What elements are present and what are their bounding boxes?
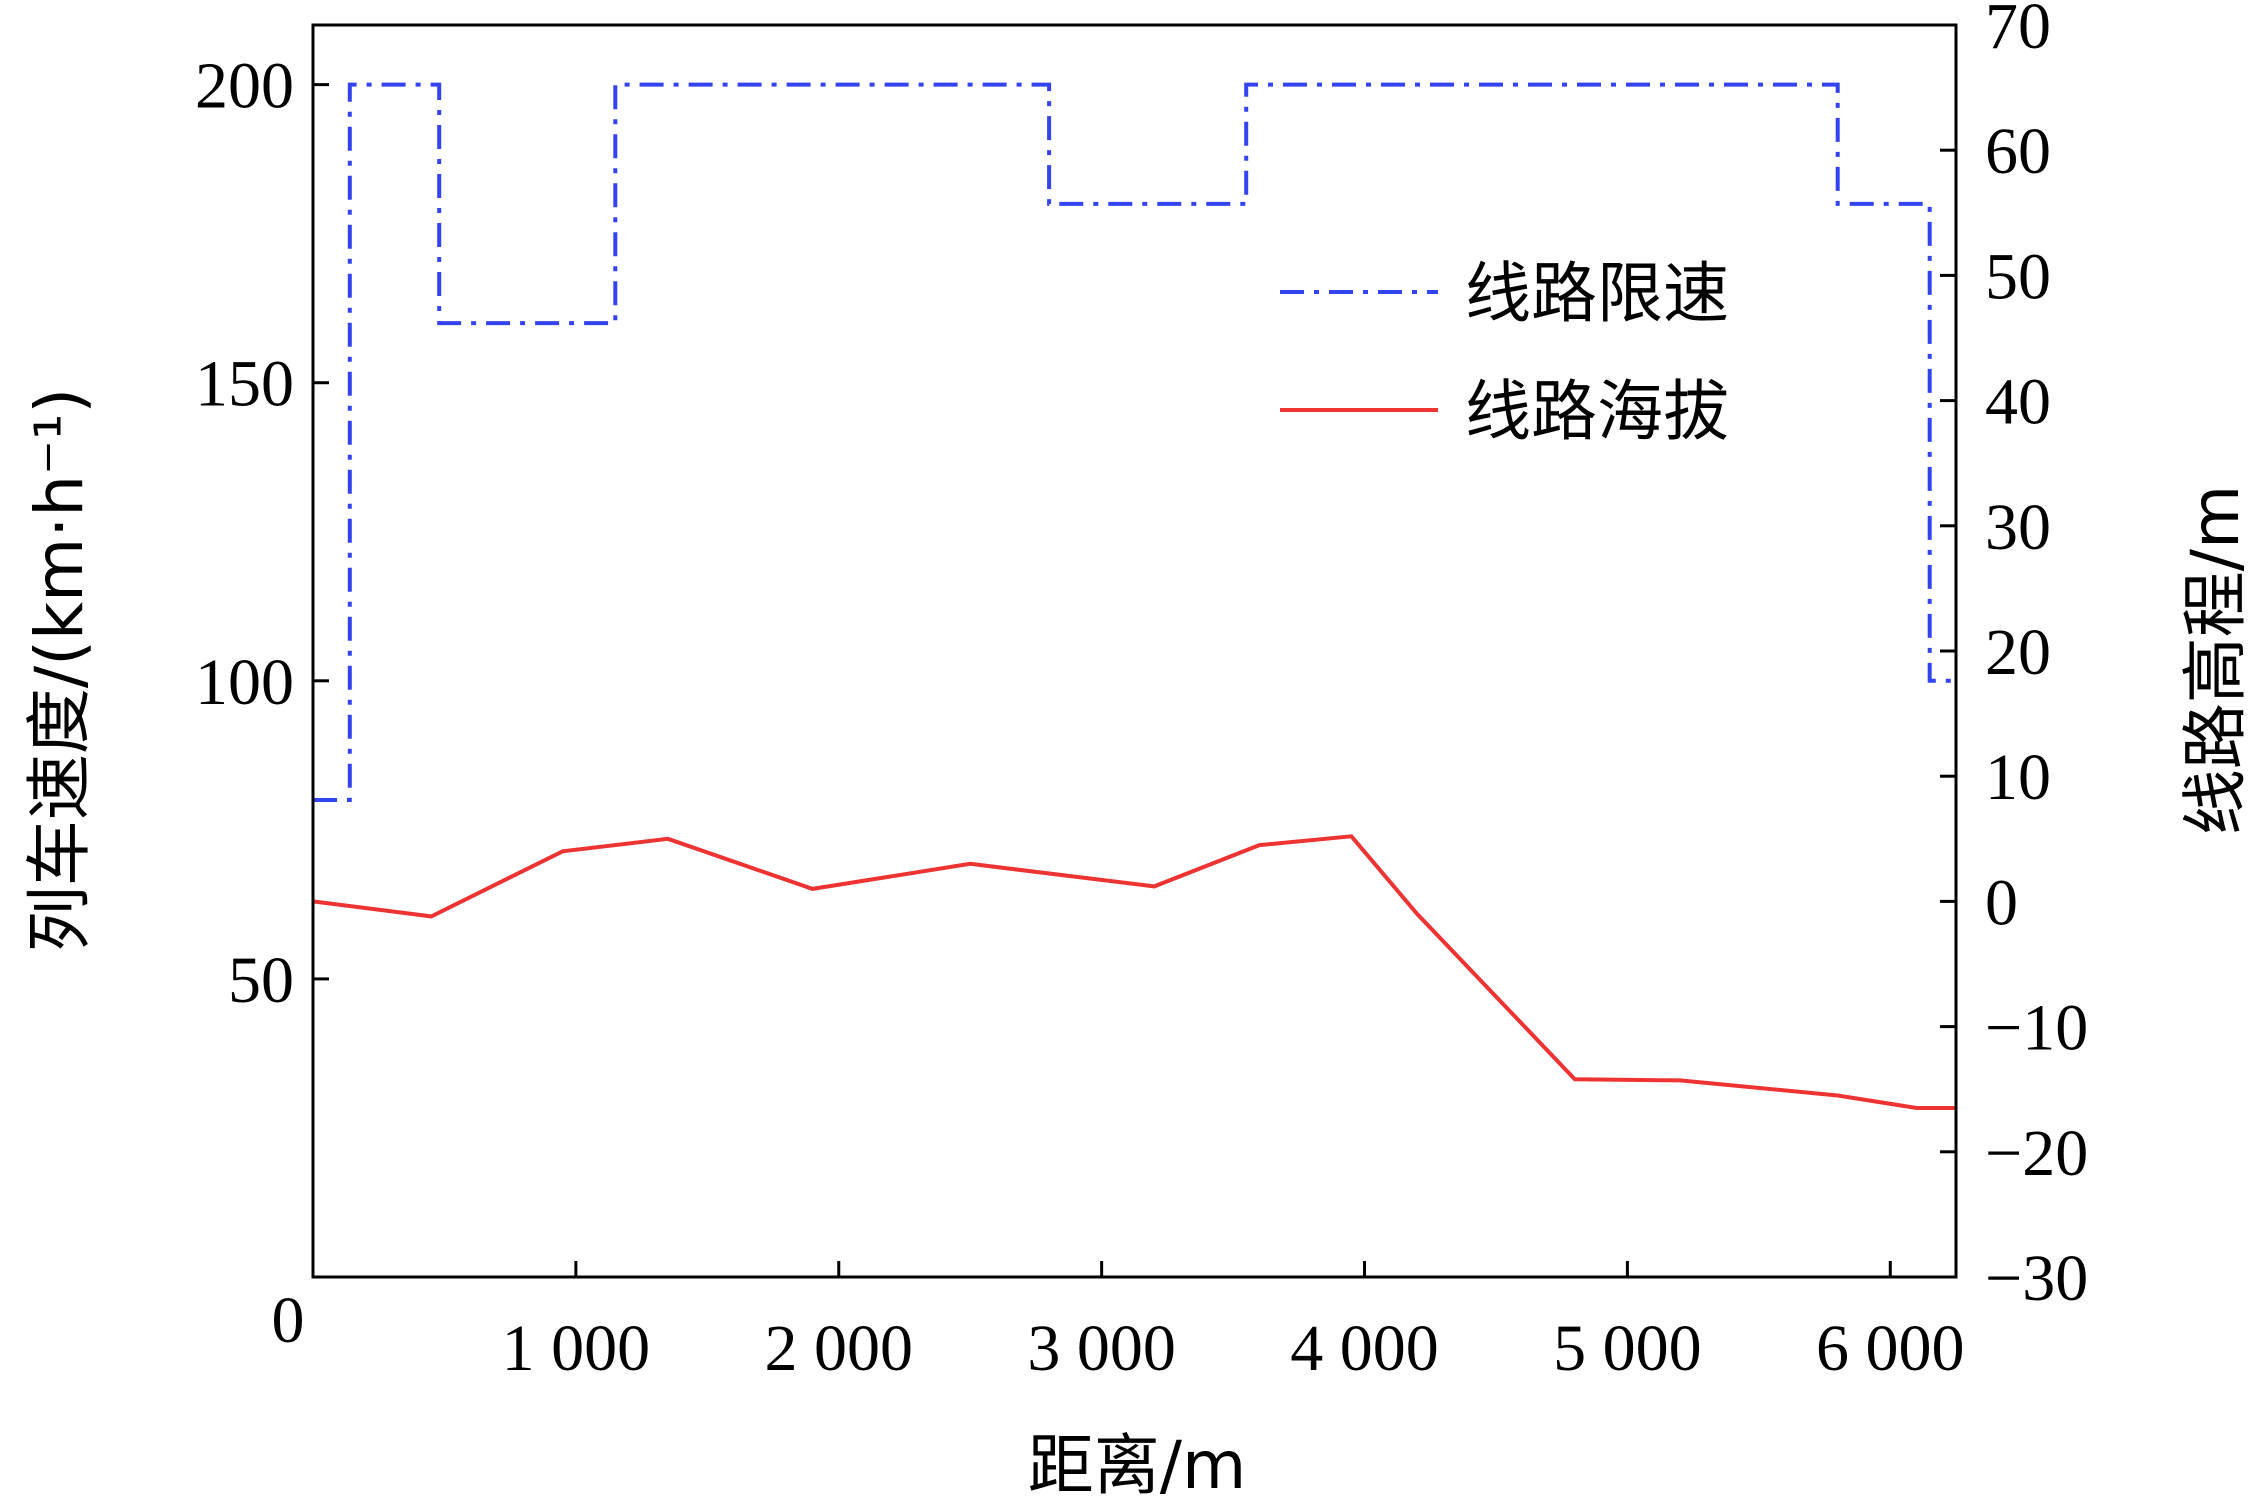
y-right-tick-label: −10 [1985,992,2088,1065]
series-line-2 [312,834,1956,1110]
x-tick-label: 2 000 [765,1312,914,1385]
y-left-tick-label: 150 [195,348,294,421]
y-right-tick-label: 10 [1985,741,2051,814]
y-left-axis-title: 列车速度/(km·h⁻¹) [21,388,98,952]
y-right-tick-label: 40 [1985,366,2051,439]
y-right-tick-label: 60 [1985,115,2051,188]
y-left-tick-label: 200 [195,50,294,123]
y-right-tick-label: 30 [1985,491,2051,564]
series-layer [312,82,1956,1110]
legend-label-1: 线路限速 [1465,255,1729,332]
y-right-tick-label: 0 [1985,866,2018,939]
y-right-tick-label: −20 [1985,1117,2088,1190]
y-right-tick-label: 70 [1985,0,2051,63]
y-left-tick-label: 100 [195,646,294,719]
x-tick-label: 3 000 [1027,1312,1176,1385]
y-right-tick-label: 20 [1985,616,2051,689]
ticks-layer [313,23,1956,1279]
x-tick-label: 1 000 [502,1312,651,1385]
y-left-tick-label: 50 [228,944,294,1017]
y-right-tick-label: 50 [1985,240,2051,313]
x-tick-label: 0 [272,1284,305,1357]
x-tick-label: 5 000 [1553,1312,1702,1385]
y-right-tick-label: −30 [1985,1242,2088,1315]
y-right-axis-title: 线路高程/m [2177,485,2254,836]
x-tick-label: 6 000 [1816,1312,1965,1385]
series-line-1 [313,82,1956,802]
x-axis-title: 距离/m [1028,1427,1247,1502]
legend-label-2: 线路海拔 [1465,373,1729,450]
x-tick-label: 4 000 [1290,1312,1439,1385]
